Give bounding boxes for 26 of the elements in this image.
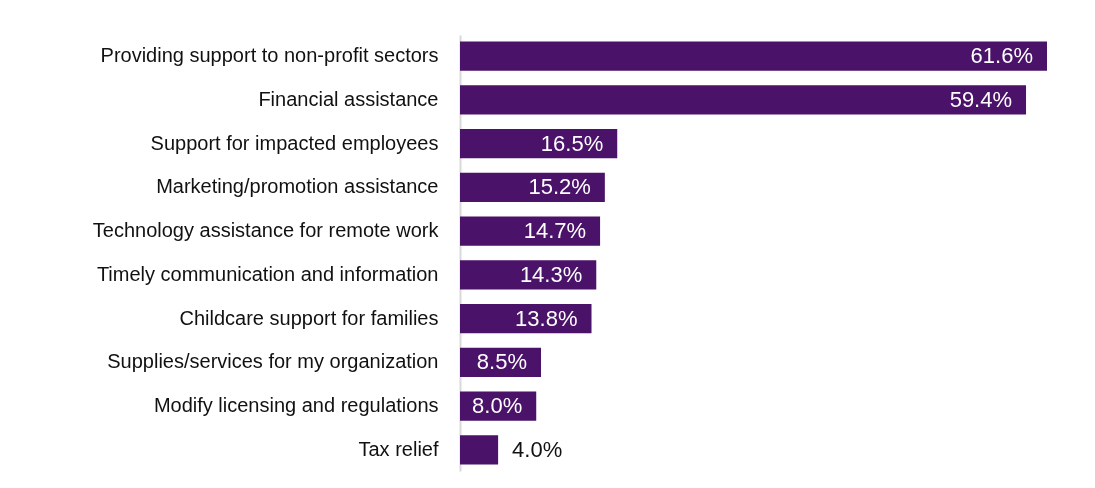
y-tick-label: Providing support to non-profit sectors xyxy=(100,44,439,67)
y-tick-label: Supplies/services for my organization xyxy=(107,350,439,373)
y-tick-label: Tax relief xyxy=(358,437,439,460)
data-label: 14.7% xyxy=(523,218,587,244)
data-label: 8.0% xyxy=(472,393,523,419)
data-label: 59.4% xyxy=(949,86,1013,112)
y-tick-label: Timely communication and information xyxy=(96,262,439,285)
data-label: 8.5% xyxy=(476,349,527,375)
y-tick-label: Technology assistance for remote work xyxy=(92,219,440,242)
y-tick-label: Modify licensing and regulations xyxy=(153,394,439,417)
bar xyxy=(460,435,499,465)
y-tick-label: Support for impacted employees xyxy=(150,131,439,154)
bar xyxy=(460,85,1027,115)
data-label: 14.3% xyxy=(519,261,583,287)
bar xyxy=(460,41,1047,71)
data-label: 15.2% xyxy=(528,174,591,200)
data-label: 4.0% xyxy=(512,436,563,462)
y-tick-label: Childcare support for families xyxy=(179,306,439,329)
bar xyxy=(460,216,601,246)
bar xyxy=(460,260,597,290)
data-label: 61.6% xyxy=(970,43,1033,69)
y-tick-label: Marketing/promotion assistance xyxy=(156,175,439,198)
data-label: 13.8% xyxy=(515,305,578,331)
data-label: 16.5% xyxy=(540,130,604,156)
y-tick-label: Financial assistance xyxy=(258,87,439,110)
bar xyxy=(460,172,605,203)
